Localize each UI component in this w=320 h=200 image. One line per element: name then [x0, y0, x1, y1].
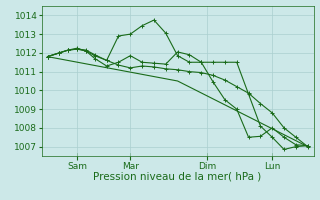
X-axis label: Pression niveau de la mer( hPa ): Pression niveau de la mer( hPa ) [93, 172, 262, 182]
